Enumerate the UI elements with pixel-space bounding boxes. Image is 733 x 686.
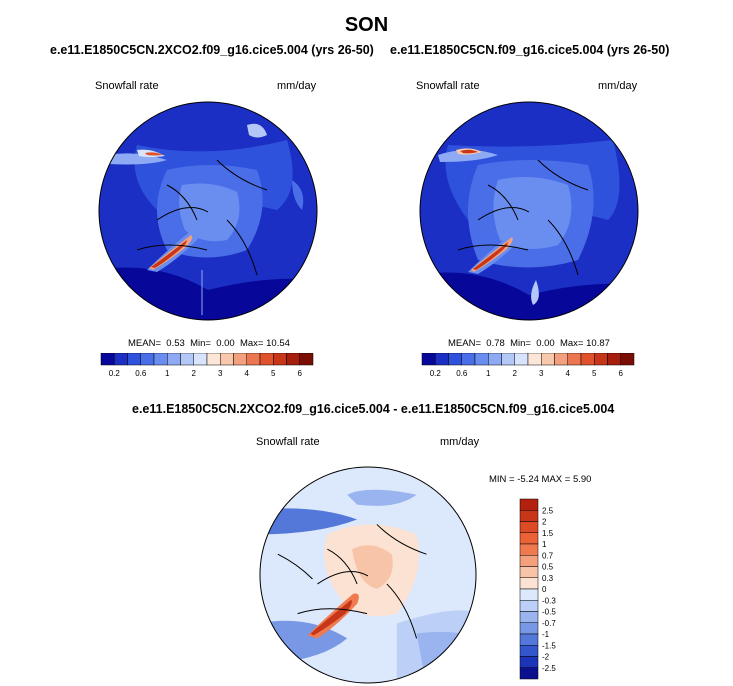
colorbar-swatch xyxy=(127,353,141,366)
colorbar-tick-label: -0.5 xyxy=(542,608,556,617)
colorbar-tick-label: 4 xyxy=(566,369,571,378)
colorbar-swatch xyxy=(541,353,555,366)
colorbar-swatch xyxy=(220,353,234,366)
colorbar-swatch xyxy=(114,353,128,366)
diff-panel-variable-label: Snowfall rate xyxy=(256,436,320,448)
panel-1-polar-map xyxy=(98,101,318,321)
colorbar-tick-label: 1 xyxy=(165,369,170,378)
panel-2-polar-map xyxy=(419,101,639,321)
colorbar-tick-label: -2.5 xyxy=(542,664,556,673)
colorbar-tick-label: 0 xyxy=(542,585,547,594)
colorbar-swatch xyxy=(286,353,300,366)
panel-1-variable-label: Snowfall rate xyxy=(95,80,159,92)
colorbar-swatch xyxy=(519,588,539,601)
colorbar-swatch xyxy=(519,611,539,623)
colorbar-swatch xyxy=(567,353,582,366)
colorbar-swatch xyxy=(519,600,539,612)
colorbar-tick-label: -0.7 xyxy=(542,619,556,628)
colorbar-swatch xyxy=(448,353,462,366)
colorbar-swatch xyxy=(519,566,539,578)
colorbar-swatch xyxy=(273,353,287,366)
colorbar-swatch xyxy=(299,353,314,366)
colorbar-tick-label: 0.2 xyxy=(430,369,442,378)
colorbar-swatch xyxy=(594,353,608,366)
panel-1-title: e.e11.E1850C5CN.2XCO2.f09_g16.cice5.004 … xyxy=(50,43,374,57)
colorbar-swatch xyxy=(519,577,539,590)
colorbar-swatch xyxy=(100,353,115,366)
colorbar-swatch xyxy=(167,353,181,366)
colorbar-swatch xyxy=(519,622,539,635)
colorbar-swatch xyxy=(180,353,194,366)
colorbar-tick-label: 5 xyxy=(271,369,276,378)
panel-2-colorbar: 0.2 0.6 1 2 3 4 5 6 xyxy=(421,353,635,378)
colorbar-swatch xyxy=(519,532,539,545)
colorbar-tick-label: 0.6 xyxy=(456,369,468,378)
colorbar-tick-label: 6 xyxy=(298,369,303,378)
colorbar-swatch xyxy=(519,521,539,533)
colorbar-tick-label: -1 xyxy=(542,630,550,639)
colorbar-swatch xyxy=(607,353,621,366)
colorbar-tick-label: 3 xyxy=(218,369,223,378)
colorbar-tick-label: 1.5 xyxy=(542,529,554,538)
diff-panel-colorbar: 2.5 2 1.5 1 0.7 0.5 0.3 0 -0.3 -0.5 -0.7 -1 -1.5 -2 -2… xyxy=(519,498,556,680)
colorbar-swatch xyxy=(233,353,247,366)
colorbar-swatch xyxy=(519,633,539,646)
page-title: SON xyxy=(344,14,389,36)
colorbar-tick-label: 1 xyxy=(542,540,547,549)
colorbar-tick-label: 0.3 xyxy=(542,574,554,583)
colorbar-tick-label: 2 xyxy=(192,369,197,378)
colorbar-swatch xyxy=(519,555,539,567)
colorbar-swatch xyxy=(514,353,529,366)
colorbar-tick-label: 3 xyxy=(539,369,544,378)
colorbar-tick-label: 6 xyxy=(619,369,624,378)
colorbar-tick-label: -0.3 xyxy=(542,596,556,605)
colorbar-tick-label: 5 xyxy=(592,369,597,378)
colorbar-tick-label: -1.5 xyxy=(542,641,556,650)
colorbar-swatch xyxy=(140,353,155,366)
panel-2-variable-label: Snowfall rate xyxy=(416,80,480,92)
colorbar-swatch xyxy=(461,353,476,366)
colorbar-swatch xyxy=(519,645,539,657)
panel-2-title: e.e11.E1850C5CN.f09_g16.cice5.004 (yrs 2… xyxy=(390,43,670,57)
colorbar-tick-label: 4 xyxy=(245,369,250,378)
diff-panel-units-label: mm/day xyxy=(440,436,480,448)
panel-2-units-label: mm/day xyxy=(598,80,638,92)
panel-1-colorbar: 0.2 0.6 1 2 3 4 5 6 xyxy=(100,353,314,378)
diff-panel-title: e.e11.E1850C5CN.2XCO2.f09_g16.cice5.004 … xyxy=(132,402,615,416)
colorbar-swatch xyxy=(527,353,542,366)
colorbar-tick-label: 1 xyxy=(486,369,491,378)
colorbar-tick-label: 2.5 xyxy=(542,506,554,515)
colorbar-swatch xyxy=(488,353,502,366)
panel-2-stats: MEAN= 0.78 Min= 0.00 Max= 10.87 xyxy=(448,338,610,349)
colorbar-swatch xyxy=(435,353,449,366)
colorbar-tick-label: 0.6 xyxy=(135,369,147,378)
colorbar-swatch xyxy=(580,353,595,366)
colorbar-tick-label: 2 xyxy=(542,518,547,527)
colorbar-swatch xyxy=(474,353,489,366)
colorbar-swatch xyxy=(519,543,539,556)
panel-1-units-label: mm/day xyxy=(277,80,317,92)
colorbar-tick-label: -2 xyxy=(542,653,550,662)
colorbar-swatch xyxy=(519,498,539,511)
panel-1-stats: MEAN= 0.53 Min= 0.00 Max= 10.54 xyxy=(128,338,290,349)
diff-panel-minmax: MIN = -5.24 MAX = 5.90 xyxy=(489,474,592,485)
colorbar-swatch xyxy=(259,353,274,366)
colorbar-tick-label: 2 xyxy=(513,369,518,378)
colorbar-tick-label: 0.7 xyxy=(542,551,554,560)
colorbar-swatch xyxy=(501,353,515,366)
colorbar-swatch xyxy=(206,353,221,366)
colorbar-swatch xyxy=(519,510,539,522)
colorbar-swatch xyxy=(519,656,539,668)
diff-panel-polar-map xyxy=(259,466,477,684)
colorbar-swatch xyxy=(421,353,436,366)
colorbar-tick-label: 0.5 xyxy=(542,563,554,572)
colorbar-tick-label: 0.2 xyxy=(109,369,121,378)
colorbar-swatch xyxy=(153,353,168,366)
colorbar-swatch xyxy=(193,353,208,366)
colorbar-swatch xyxy=(519,667,539,680)
colorbar-swatch xyxy=(246,353,261,366)
colorbar-swatch xyxy=(620,353,635,366)
colorbar-swatch xyxy=(554,353,568,366)
